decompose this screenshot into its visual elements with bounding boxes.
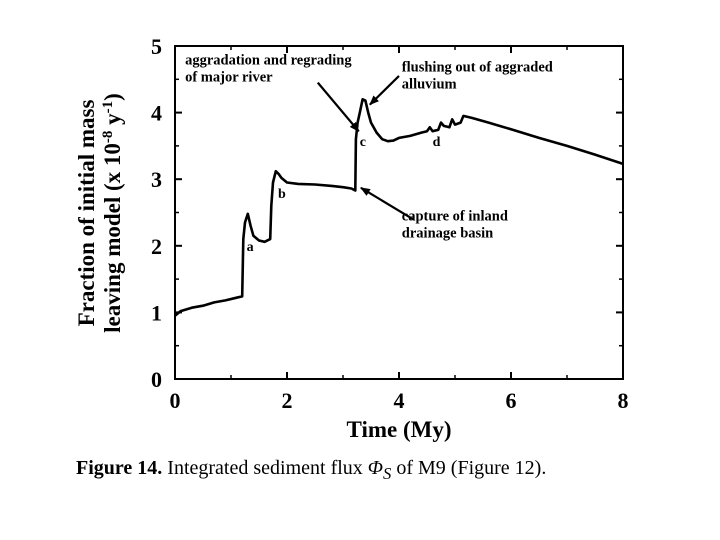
y-tick-label: 2: [151, 234, 162, 259]
x-tick-label: 0: [170, 388, 181, 413]
flux-line: [174, 98, 624, 317]
y-tick-label: 3: [151, 167, 162, 192]
sediment-flux-chart: 0 2 4 6 8 0 1 2 3 4 5 a b c d aggradation and regradi…: [74, 34, 629, 442]
point-label-c: c: [360, 135, 366, 150]
caption-symbol-sub: S: [383, 464, 392, 483]
annotation-text: drainage basin: [402, 225, 493, 241]
figure-caption: Figure 14. Integrated sediment flux ΦS o…: [76, 456, 636, 486]
annotation-text: alluvium: [402, 76, 457, 92]
caption-symbol: Φ: [367, 457, 384, 479]
y-axis-label-unit-exp: -1: [100, 101, 116, 114]
point-label-d: d: [433, 135, 441, 150]
y-tick-label: 0: [151, 367, 162, 392]
point-label-b: b: [278, 187, 286, 202]
y-axis-label: Fraction of initial mass leaving model (…: [74, 93, 125, 333]
annotation-arrow: [369, 75, 400, 106]
y-axis-label-line2: leaving model (x 10: [100, 143, 125, 333]
x-tick-label: 6: [506, 388, 517, 413]
annotation-text: of major river: [185, 70, 273, 86]
caption-text-after: of M9 (Figure 12).: [396, 457, 547, 479]
plot-frame: [174, 45, 624, 380]
x-tick-label: 8: [618, 388, 629, 413]
y-tick-label: 4: [151, 101, 162, 126]
y-axis-label-close: ): [100, 93, 125, 101]
caption-text-before: Integrated sediment flux: [167, 457, 363, 479]
y-axis-label-exp: -8: [100, 131, 116, 144]
x-tick-label: 4: [394, 388, 405, 413]
y-axis-label-line1: Fraction of initial mass: [74, 100, 99, 327]
annotation-text: aggradation and regrading: [185, 53, 352, 69]
caption-label: Figure 14.: [76, 457, 163, 479]
point-label-a: a: [247, 240, 254, 255]
y-tick-label: 5: [151, 34, 162, 59]
axis-ticks: 0 2 4 6 8 0 1 2 3 4 5: [151, 34, 629, 413]
svg-text:leaving model (x 10-8 y-1): leaving model (x 10-8 y-1): [100, 93, 125, 333]
x-axis-label: Time (My): [347, 417, 452, 442]
annotation-arrow: [316, 81, 360, 133]
x-tick-label: 2: [282, 388, 293, 413]
annotation-text: capture of inland: [402, 208, 508, 224]
annotation-text: flushing out of aggraded: [402, 59, 553, 75]
series-layer: [174, 98, 624, 317]
y-axis-label-unit: y: [100, 113, 125, 131]
annotation-arrow: [360, 186, 414, 221]
point-labels: a b c d: [247, 135, 441, 255]
svg-text:Fraction of initial mass: Fraction of initial mass: [74, 100, 99, 327]
y-tick-label: 1: [151, 300, 162, 325]
